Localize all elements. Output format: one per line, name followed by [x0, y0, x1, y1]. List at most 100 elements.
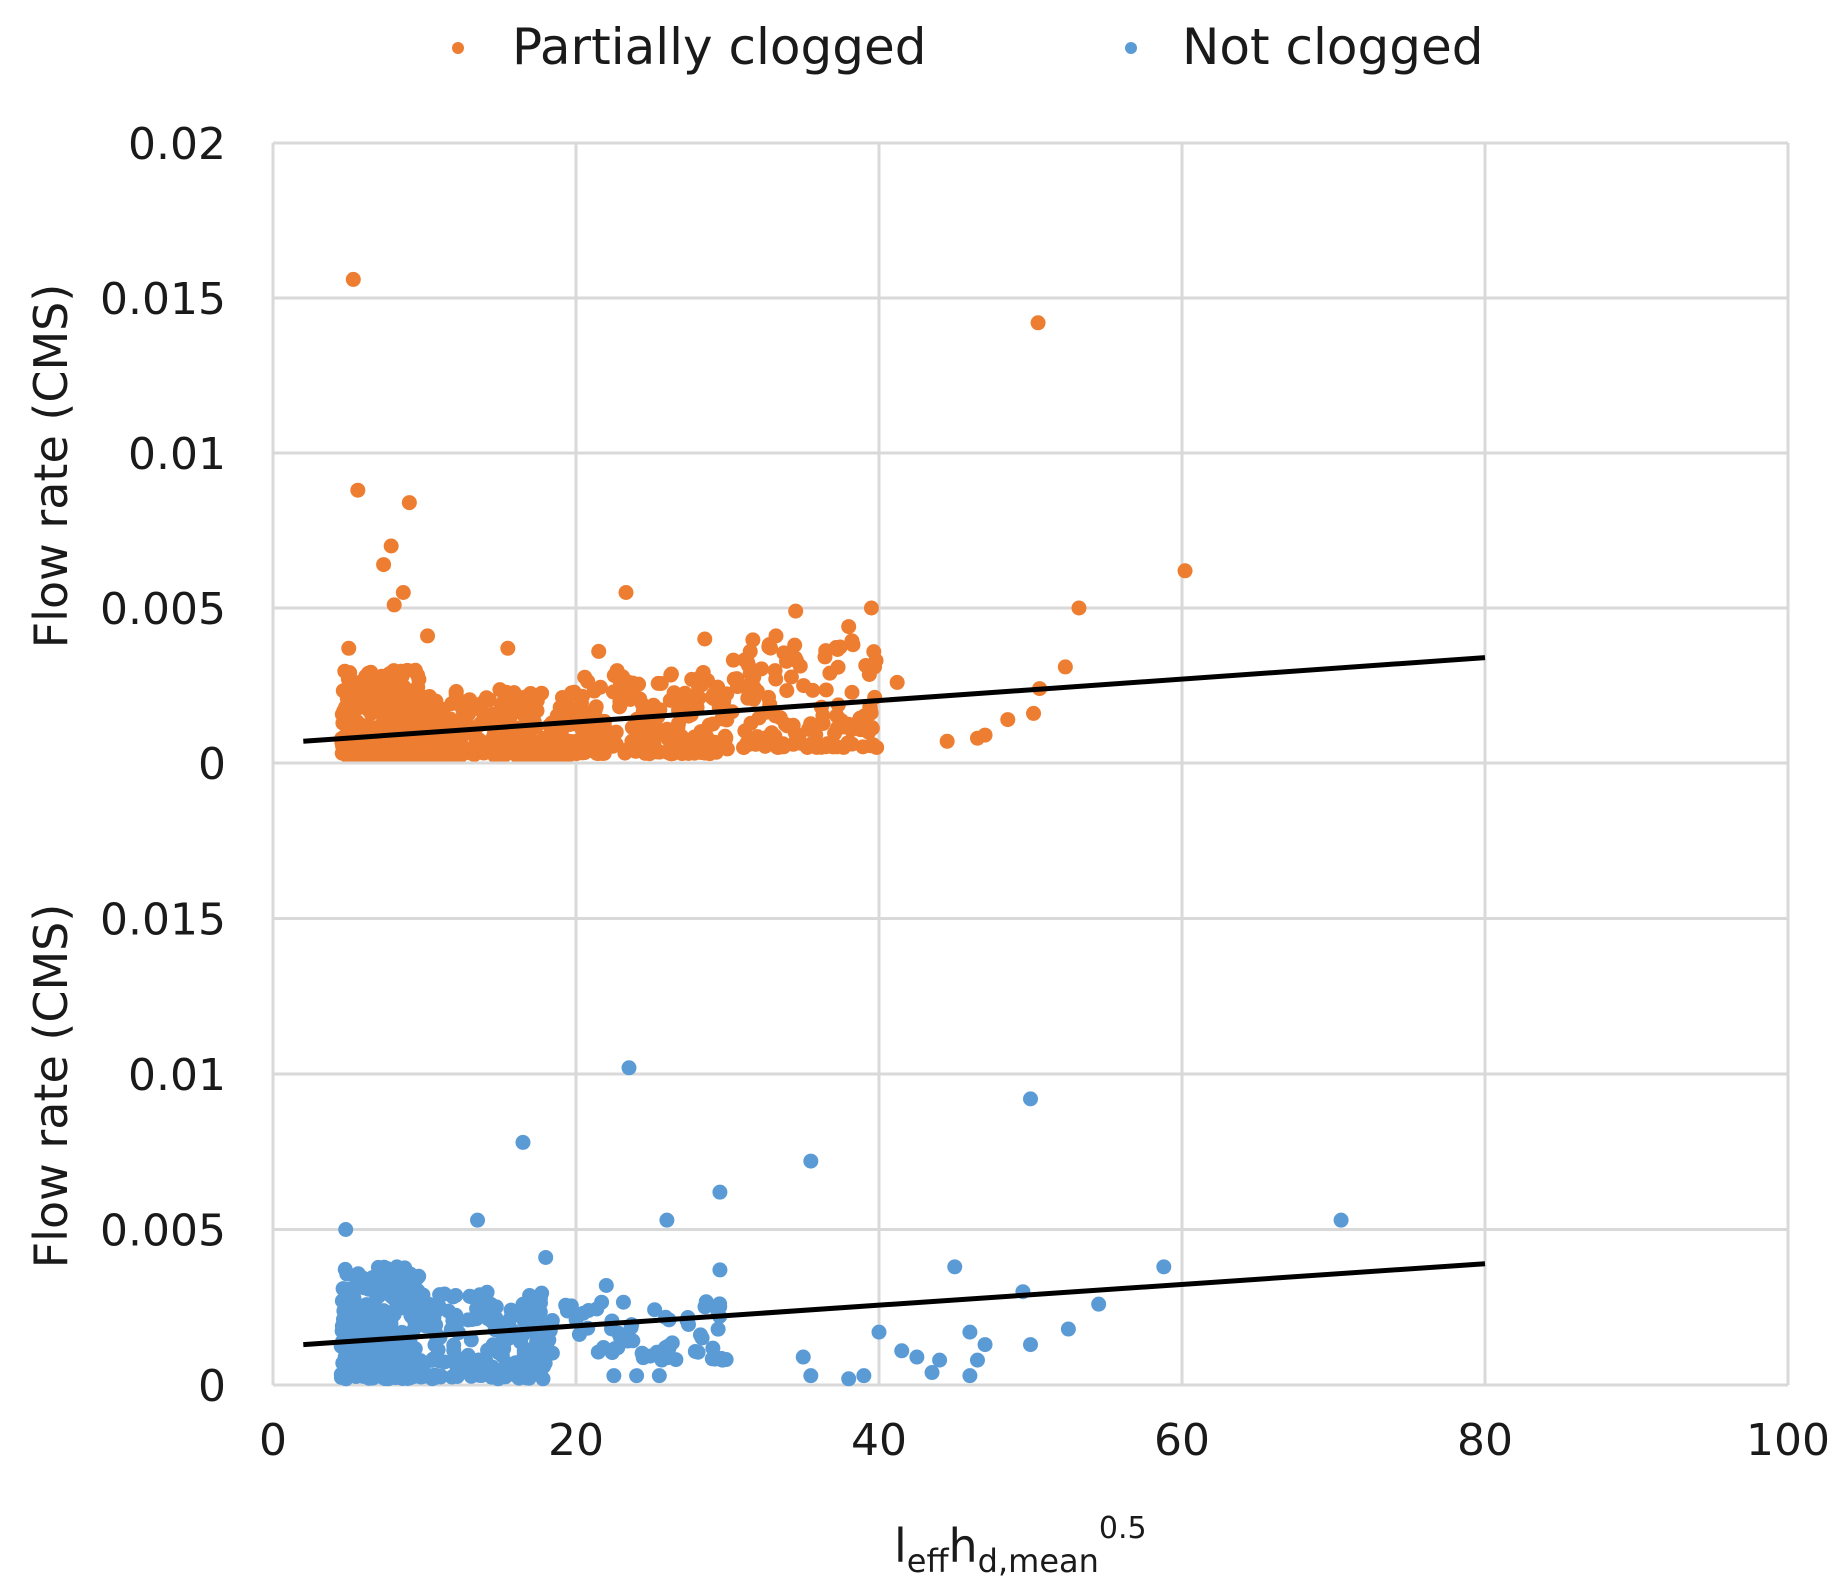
- data-point-top: [719, 686, 735, 702]
- data-point-top: [376, 557, 392, 573]
- data-point-top: [861, 724, 877, 740]
- data-point-bottom: [694, 1330, 710, 1346]
- data-point-bottom: [399, 1300, 415, 1316]
- data-point-top: [666, 685, 682, 701]
- data-point-top: [742, 643, 758, 659]
- data-point-top: [818, 643, 834, 659]
- scatter-points-not-clogged: [333, 1060, 1349, 1387]
- data-point-bottom: [346, 1293, 362, 1309]
- data-point-bottom: [607, 1341, 623, 1357]
- data-point-bottom: [484, 1313, 500, 1329]
- data-point-bottom: [420, 1309, 436, 1325]
- data-point-bottom: [447, 1348, 463, 1364]
- data-point-bottom: [559, 1303, 575, 1319]
- data-point-top: [586, 683, 602, 699]
- data-point-top: [803, 716, 819, 732]
- data-point-bottom: [803, 1153, 819, 1169]
- data-point-top: [513, 699, 529, 715]
- data-point-bottom: [611, 1325, 627, 1341]
- data-point-bottom: [472, 1287, 488, 1303]
- data-point-top: [841, 619, 857, 635]
- data-point-top: [725, 652, 741, 668]
- data-point-top: [779, 683, 795, 699]
- data-point-top: [524, 687, 540, 703]
- data-point-top: [688, 688, 704, 704]
- data-point-bottom: [841, 1371, 857, 1387]
- data-point-top: [763, 640, 779, 656]
- data-point-bottom: [710, 1321, 726, 1337]
- data-point-top: [674, 697, 690, 713]
- data-point-bottom: [421, 1296, 437, 1312]
- data-point-top: [663, 736, 679, 752]
- data-point-top: [341, 640, 357, 656]
- data-point-top: [939, 733, 955, 749]
- data-point-bottom: [448, 1287, 464, 1303]
- data-point-top: [569, 746, 585, 762]
- data-point-top: [624, 719, 640, 735]
- data-point-bottom: [345, 1315, 361, 1331]
- y-tick-label-top: 0.015: [100, 274, 226, 325]
- data-point-top: [379, 749, 395, 765]
- trendline-partially-clogged: [303, 655, 1486, 744]
- data-point-top: [506, 685, 522, 701]
- data-point-bottom: [494, 1348, 510, 1364]
- data-point-bottom: [477, 1299, 493, 1315]
- y-axis-label-top: Flow rate (CMS): [24, 284, 78, 649]
- data-point-top: [350, 482, 366, 498]
- data-point-top: [705, 740, 721, 756]
- data-point-bottom: [651, 1368, 667, 1384]
- data-point-top: [844, 684, 860, 700]
- data-point-top: [865, 737, 881, 753]
- data-point-top: [654, 726, 670, 742]
- data-point-top: [863, 705, 879, 721]
- data-point-top: [1177, 563, 1193, 579]
- y-tick-label-top: 0: [198, 739, 226, 790]
- data-point-top: [676, 731, 692, 747]
- data-point-top: [1057, 659, 1073, 675]
- data-point-bottom: [407, 1341, 423, 1357]
- data-point-bottom: [712, 1262, 728, 1278]
- data-point-top: [622, 691, 638, 707]
- data-point-top: [787, 637, 803, 653]
- x-axis-label-h: h: [949, 1519, 978, 1573]
- data-point-top: [1071, 600, 1087, 616]
- data-point-top: [745, 632, 761, 648]
- data-point-bottom: [532, 1295, 548, 1311]
- data-point-bottom: [705, 1340, 721, 1356]
- data-point-bottom: [932, 1352, 948, 1368]
- y-tick-label-bottom: 0.005: [100, 1206, 226, 1257]
- data-point-top: [638, 745, 654, 761]
- data-point-bottom: [377, 1316, 393, 1332]
- y-tick-labels-bottom: 0 0.005 0.01 0.015: [100, 895, 226, 1413]
- data-point-top: [389, 681, 405, 697]
- data-point-bottom: [388, 1370, 404, 1386]
- data-point-top: [787, 650, 803, 666]
- data-point-top: [386, 597, 402, 613]
- data-point-bottom: [470, 1212, 486, 1228]
- data-point-bottom: [349, 1271, 365, 1287]
- data-point-top: [397, 736, 413, 752]
- data-point-top: [977, 727, 993, 743]
- data-point-top: [829, 739, 845, 755]
- data-point-bottom: [400, 1370, 416, 1386]
- data-point-top: [555, 697, 571, 713]
- data-point-top: [1000, 712, 1016, 728]
- data-point-bottom: [589, 1301, 605, 1317]
- data-point-bottom: [409, 1352, 425, 1368]
- legend-marker-not-clogged: [1125, 42, 1137, 54]
- data-point-bottom: [487, 1368, 503, 1384]
- data-point-bottom: [371, 1288, 387, 1304]
- data-point-top: [500, 640, 516, 656]
- data-point-top: [608, 724, 624, 740]
- data-point-bottom: [389, 1259, 405, 1275]
- data-point-bottom: [334, 1293, 350, 1309]
- data-point-top: [577, 669, 593, 685]
- data-point-top: [422, 689, 438, 705]
- data-point-top: [705, 716, 721, 732]
- data-point-top: [407, 709, 423, 725]
- data-point-bottom: [690, 1344, 706, 1360]
- data-point-top: [400, 684, 416, 700]
- y-tick-label-bottom: 0: [198, 1361, 226, 1412]
- data-point-top: [612, 680, 628, 696]
